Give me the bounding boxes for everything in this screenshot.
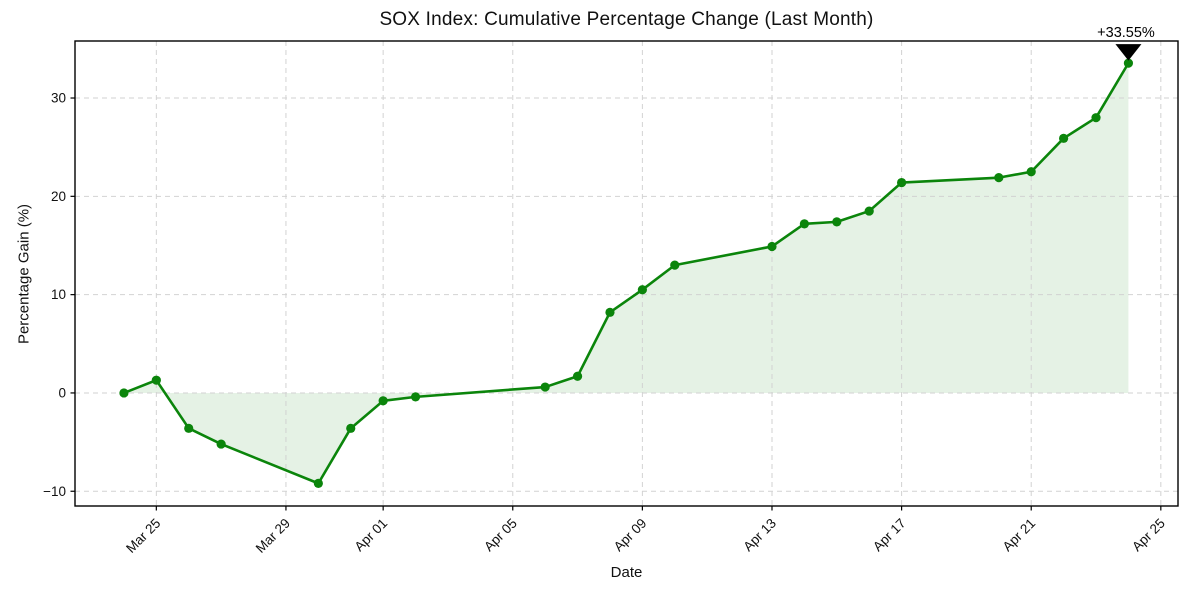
x-axis-label: Date — [610, 564, 643, 581]
x-tick-label: Apr 05 — [481, 516, 520, 555]
x-tick-label: Apr 09 — [611, 516, 650, 555]
data-point-marker — [216, 439, 226, 449]
chart-title: SOX Index: Cumulative Percentage Change … — [379, 9, 874, 30]
data-point-marker — [897, 177, 907, 188]
data-point-marker — [1026, 167, 1036, 177]
x-tick-label: Apr 21 — [1000, 516, 1039, 555]
data-point-marker — [832, 217, 842, 227]
data-point-marker — [346, 423, 356, 433]
peak-annotation-label: +33.55% — [1097, 25, 1155, 41]
y-tick-label: 10 — [51, 287, 66, 302]
data-point-marker — [184, 423, 194, 433]
y-tick-label: 20 — [51, 189, 66, 204]
data-point-marker — [119, 388, 129, 398]
x-tick-label: Apr 13 — [740, 516, 779, 555]
data-point-marker — [767, 241, 777, 252]
y-tick-label: 0 — [58, 385, 66, 400]
data-point-marker — [572, 371, 583, 381]
x-tick-label: Mar 25 — [123, 516, 163, 556]
y-tick-label: 30 — [51, 91, 66, 106]
data-point-marker — [1091, 113, 1101, 123]
x-tick-label: Apr 17 — [870, 516, 909, 555]
data-point-marker — [313, 478, 323, 488]
x-tick-label: Apr 01 — [352, 516, 391, 555]
data-point-marker — [670, 260, 680, 270]
data-point-marker — [799, 219, 809, 229]
data-point-marker — [540, 382, 550, 392]
x-tick-label: Mar 29 — [253, 516, 293, 556]
data-point-marker — [864, 206, 874, 216]
x-tick-label: Apr 25 — [1129, 516, 1168, 555]
data-point-marker — [151, 375, 161, 385]
area-fill — [123, 63, 1129, 484]
data-point-marker — [378, 396, 388, 406]
data-point-marker — [1059, 133, 1069, 143]
data-point-marker — [605, 307, 615, 317]
data-point-marker — [1123, 58, 1134, 68]
y-tick-label: −10 — [43, 484, 66, 499]
axes-box — [74, 40, 1179, 507]
data-point-marker — [994, 173, 1004, 183]
data-point-marker — [410, 392, 421, 402]
data-point-marker — [637, 285, 647, 295]
peak-annotation-marker — [1115, 44, 1142, 61]
